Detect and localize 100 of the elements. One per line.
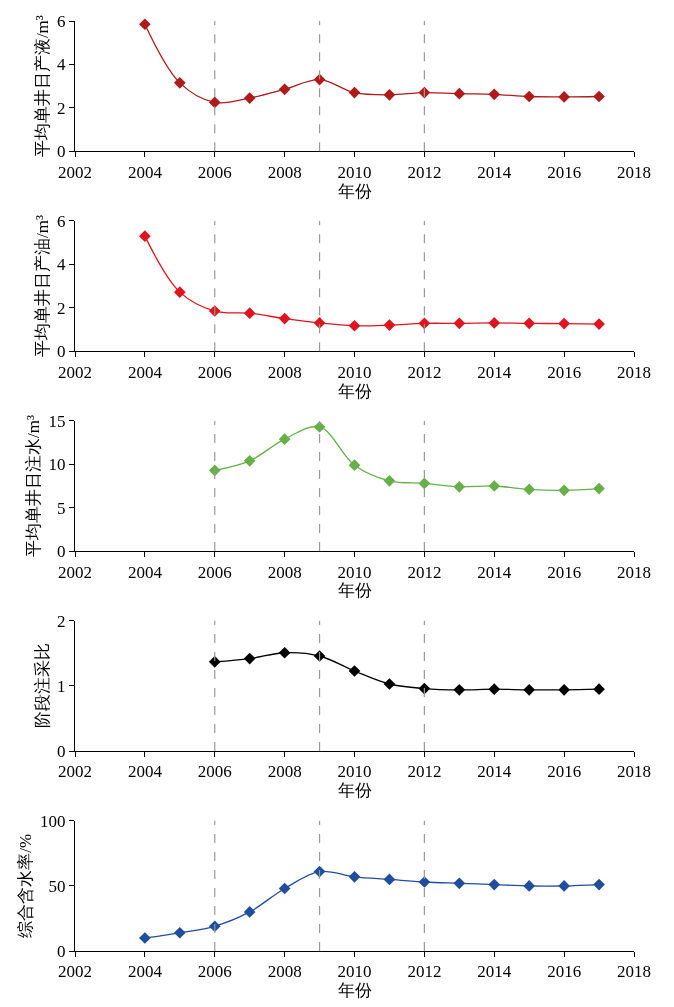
y-axis-title: 综合含水率/% [15,833,35,938]
x-tick-label: 2008 [267,962,302,982]
point [278,882,291,895]
x-tick-label: 2008 [267,362,302,382]
x-tick-label: 2006 [197,762,232,782]
x-axis-title: 年份 [337,981,372,1001]
point [383,873,396,886]
point [313,317,326,329]
x-tick-label: 2004 [127,562,163,582]
x-tick-label: 2002 [58,562,92,582]
point [173,286,186,298]
point [453,481,466,493]
x-tick-label: 2004 [127,962,163,982]
point [488,878,501,891]
y-tick-label: 6 [57,11,66,31]
x-tick-label: 2006 [197,962,232,982]
x-tick-label: 2010 [337,562,372,582]
x-tick-label: 2002 [58,362,92,382]
x-tick-label: 2018 [617,562,651,582]
x-axis-title: 年份 [337,381,372,401]
point [139,932,151,944]
y-tick-label: 100 [40,811,66,831]
x-tick-label: 2014 [477,362,512,382]
y-axis-title: 平均单井日产液/m³ [32,15,52,158]
x-axis-title: 年份 [337,181,372,201]
y-axis-title: 平均单井日注水/m³ [24,414,44,558]
x-tick-label: 2014 [477,562,512,582]
point [348,459,361,472]
point [593,878,605,891]
point [173,926,186,939]
point [593,683,605,696]
point [558,484,570,497]
x-tick-label: 2006 [197,562,232,582]
point [418,876,431,888]
point [278,646,291,659]
y-axis-title: 阶段注采比 [32,643,52,729]
point [523,684,536,696]
point [243,454,256,467]
point [348,86,361,99]
point [523,317,536,330]
x-tick-label: 2012 [407,962,442,982]
y-tick-label: 4 [57,55,67,75]
x-tick-label: 2002 [58,962,92,982]
point [313,421,326,433]
x-tick-label: 2004 [127,162,163,182]
point [488,683,501,696]
point [488,480,501,492]
point [453,877,466,890]
x-tick-label: 2014 [477,762,512,782]
x-tick-label: 2006 [197,162,232,182]
x-tick-label: 2018 [617,162,651,182]
y-axis-title: 平均单井日产油/m³ [32,215,52,358]
y-tick-label: 6 [57,211,66,231]
x-tick-label: 2004 [127,762,163,782]
x-tick-label: 2012 [407,362,442,382]
y-tick-label: 0 [57,342,66,362]
x-tick-label: 2014 [477,962,512,982]
point [453,317,466,330]
y-tick-label: 0 [57,542,66,562]
y-tick-label: 0 [57,142,66,162]
x-tick-label: 2008 [267,562,302,582]
point [383,474,396,487]
x-tick-label: 2010 [337,762,372,782]
x-tick-label: 2012 [407,762,442,782]
point [139,230,151,242]
point [348,665,361,677]
point [453,87,466,100]
x-tick-label: 2006 [197,362,232,382]
point [243,652,256,665]
y-tick-label: 15 [48,411,66,431]
x-tick-label: 2016 [547,162,582,182]
point [278,433,291,445]
y-tick-label: 10 [48,455,66,475]
y-tick-label: 5 [57,498,66,518]
x-tick-label: 2016 [547,762,582,782]
y-tick-label: 50 [48,876,66,896]
y-tick-label: 4 [57,255,67,275]
point [593,90,605,103]
point [523,483,536,496]
point [173,77,186,89]
point [243,92,256,104]
x-tick-label: 2010 [337,962,372,982]
x-tick-label: 2014 [477,162,512,182]
point [278,83,291,96]
x-tick-label: 2016 [547,362,582,382]
y-tick-label: 2 [57,611,66,631]
point [383,678,396,690]
point [383,88,396,101]
point [139,18,151,31]
x-tick-label: 2018 [617,362,651,382]
y-tick-label: 1 [57,676,66,696]
x-tick-label: 2016 [547,562,582,582]
point [208,96,221,109]
x-tick-label: 2002 [58,162,92,182]
point [488,317,501,329]
y-tick-label: 0 [57,941,66,961]
point [558,317,570,330]
x-tick-label: 2018 [617,962,651,982]
point [418,477,431,490]
x-axis-title: 年份 [337,781,372,801]
